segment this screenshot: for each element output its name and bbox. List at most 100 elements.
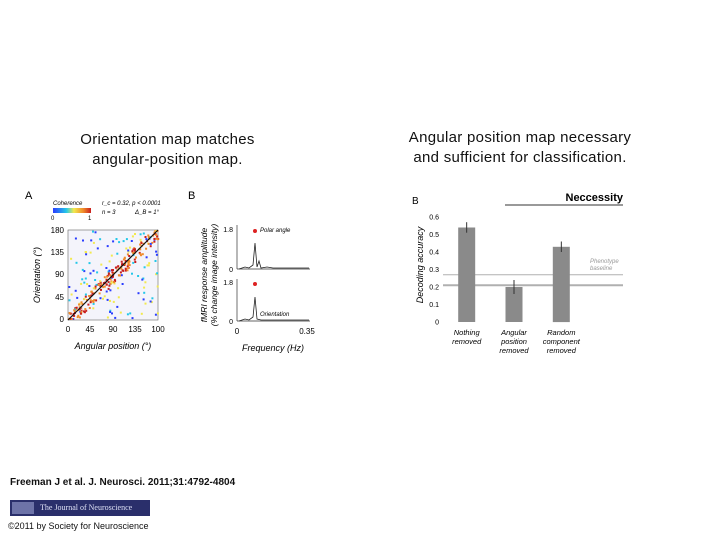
scatter-point [155, 250, 158, 253]
scatter-point [156, 285, 159, 288]
scatter-point [124, 263, 126, 266]
left-caption-line1: Orientation map matches [80, 131, 255, 148]
copyright: ©2011 by Society for Neuroscience [8, 521, 149, 531]
scatter-point [155, 253, 158, 256]
scatter-point [139, 233, 142, 236]
scatter-point [125, 247, 128, 250]
scatter-point [145, 238, 148, 241]
scatter-point [151, 297, 154, 300]
scatter-point [92, 287, 95, 290]
scatter-point [96, 271, 99, 274]
scatter-point [107, 272, 110, 275]
scatter-point [133, 258, 136, 261]
scatter-point [102, 286, 105, 289]
scatter-point [84, 308, 87, 311]
bar-chart-title: Neccessity [566, 192, 624, 204]
scatter-point [103, 295, 106, 298]
scatter-point [102, 297, 104, 300]
b-bottom-ymax: 1.8 [223, 280, 233, 287]
scatter-point [84, 295, 87, 298]
reference-label-line2: baseline [590, 266, 613, 272]
scatter-point [120, 260, 123, 263]
scatter-point [126, 269, 129, 272]
scatter-point [86, 283, 89, 286]
scatter-point [69, 312, 72, 315]
scatter-point [124, 260, 127, 262]
a-ytick-135: 135 [51, 248, 65, 257]
right-caption-line1: Angular position map necessary [408, 129, 632, 146]
category-label: removed [547, 346, 577, 355]
b-bottom-ymin: 0 [229, 319, 233, 326]
scatter-point [147, 264, 150, 267]
scatter-point [74, 289, 77, 292]
scatter-point [135, 256, 137, 259]
scatter-point [112, 272, 115, 274]
scatter-point [70, 257, 73, 260]
scatter-point [90, 294, 93, 297]
scatter-point [103, 276, 106, 279]
scatter-point [120, 267, 123, 270]
scatter-point [89, 301, 92, 304]
scatter-point [75, 261, 78, 264]
b-top-ymin: 0 [229, 267, 233, 274]
scatter-point [109, 299, 111, 302]
scatter-point [150, 301, 153, 304]
scatter-point [120, 274, 123, 277]
scatter-point [127, 259, 130, 262]
scatter-point [107, 287, 110, 290]
scatter-point [95, 283, 98, 286]
category-label: Random [547, 328, 575, 337]
scatter-point [86, 299, 88, 301]
left-caption: Orientation map matches angular-position… [50, 130, 285, 170]
scatter-point [132, 261, 135, 264]
stats-line2: n = 3 [102, 210, 116, 216]
scatter-point [112, 300, 115, 303]
a-xtick-0: 0 [66, 325, 71, 334]
bars [458, 222, 570, 323]
scatter-point [78, 306, 81, 309]
scatter-point [127, 263, 130, 266]
scatter-point [140, 242, 143, 245]
scatter-point [131, 317, 134, 320]
scatter-point [105, 278, 108, 281]
scatter-point [88, 295, 91, 297]
scatter-point [127, 249, 130, 252]
scatter-point [78, 303, 81, 306]
scatter-point [111, 271, 114, 274]
scatter-point [142, 298, 145, 301]
scatter-point [83, 281, 86, 284]
scatter-point [143, 291, 146, 294]
scatter-point [145, 256, 148, 259]
bar [458, 227, 476, 322]
a-xtick-180: 100 [151, 325, 165, 334]
scatter-point [80, 282, 83, 285]
scatter-point [73, 309, 76, 312]
scatter-point [156, 312, 159, 315]
scatter-point [126, 265, 129, 268]
scatter-point [139, 253, 142, 255]
journal-logo-text: The Journal of Neuroscience [40, 503, 133, 512]
identity-line [67, 229, 159, 321]
bar-ytick-label: 0.1 [429, 302, 439, 309]
scatter-point [123, 256, 126, 259]
scatter-point [100, 263, 103, 266]
scatter-point [142, 232, 145, 235]
coherence-label: Coherence [53, 201, 83, 207]
scatter-point [92, 269, 95, 272]
scatter-point [149, 242, 152, 245]
scatter-point [70, 293, 73, 296]
scatter-point [106, 298, 109, 301]
a-xlabel: Angular position (°) [74, 341, 152, 351]
scatter-point [119, 271, 122, 274]
scatter-point [139, 238, 142, 241]
scatter-point [109, 274, 112, 277]
scatter-point [147, 234, 150, 237]
scatter-point [84, 277, 87, 280]
scatter-point [103, 285, 106, 288]
scatter-point [85, 251, 87, 254]
scatter-point [141, 278, 144, 281]
scatter-point [92, 230, 94, 233]
scatter-point [106, 245, 109, 248]
scatter-point [119, 311, 122, 314]
a-ytick-45: 45 [55, 293, 64, 302]
